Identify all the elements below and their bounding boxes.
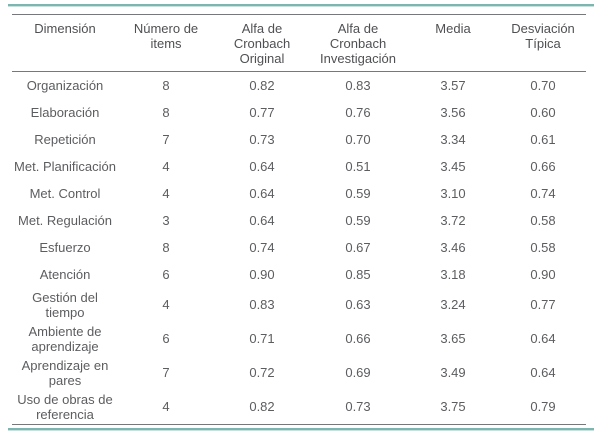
cell-num-items: 3: [162, 212, 170, 228]
cell-media: 3.10: [440, 185, 466, 201]
table-row: Repetición 7 0.73 0.70 3.34 0.61: [12, 126, 586, 153]
cell-num-items: 7: [162, 365, 170, 380]
cell-num-items: 4: [162, 297, 170, 312]
cell-num-items: 6: [162, 266, 170, 282]
cell-alfa-investigacion: 0.67: [345, 239, 371, 255]
cell-dimension: Aprendizaje en pares: [21, 357, 109, 388]
header-desviacion: Desviación Típica: [511, 21, 575, 51]
cell-desviacion: 0.58: [530, 212, 556, 228]
cell-alfa-investigacion: 0.70: [345, 131, 371, 147]
cell-desviacion: 0.90: [530, 266, 556, 282]
cell-alfa-investigacion: 0.51: [345, 158, 371, 174]
cell-dimension: Met. Control: [29, 185, 101, 201]
cell-num-items: 4: [162, 158, 170, 174]
header-num-items: Número de items: [133, 21, 199, 51]
cronbach-stats-table: Dimensión Número de items Alfa de Cronba…: [12, 14, 586, 425]
cell-media: 3.65: [440, 331, 466, 346]
cell-media: 3.57: [440, 77, 466, 93]
cell-alfa-original: 0.73: [249, 131, 275, 147]
cell-num-items: 4: [162, 185, 170, 201]
cell-alfa-original: 0.82: [249, 399, 275, 414]
cell-dimension: Met. Planificación: [14, 158, 116, 174]
cell-num-items: 7: [162, 131, 170, 147]
header-dimension: Dimensión: [34, 21, 96, 36]
table-row: Met. Regulación 3 0.64 0.59 3.72 0.58: [12, 207, 586, 234]
cell-alfa-original: 0.64: [249, 212, 275, 228]
table-row: Gestión del tiempo 4 0.83 0.63 3.24 0.77: [12, 288, 586, 322]
cell-num-items: 6: [162, 331, 170, 346]
cell-desviacion: 0.70: [530, 77, 556, 93]
cell-desviacion: 0.58: [530, 239, 556, 255]
cell-alfa-investigacion: 0.59: [345, 185, 371, 201]
cell-media: 3.18: [440, 266, 466, 282]
cell-alfa-original: 0.64: [249, 185, 275, 201]
cell-media: 3.75: [440, 399, 466, 414]
header-row: Dimensión Número de items Alfa de Cronba…: [12, 14, 586, 72]
cell-alfa-investigacion: 0.76: [345, 104, 371, 120]
cell-num-items: 4: [162, 399, 170, 414]
cell-alfa-investigacion: 0.59: [345, 212, 371, 228]
cell-desviacion: 0.60: [530, 104, 556, 120]
cell-alfa-original: 0.71: [249, 331, 275, 346]
cell-dimension: Ambiente de aprendizaje: [28, 323, 102, 354]
table-row: Organización 8 0.82 0.83 3.57 0.70: [12, 72, 586, 99]
table-row: Elaboración 8 0.77 0.76 3.56 0.60: [12, 99, 586, 126]
table-row: Uso de obras de referencia 4 0.82 0.73 3…: [12, 390, 586, 425]
table-row: Ambiente de aprendizaje 6 0.71 0.66 3.65…: [12, 322, 586, 356]
cell-dimension: Met. Regulación: [18, 212, 112, 228]
cell-num-items: 8: [162, 77, 170, 93]
cell-alfa-original: 0.82: [249, 77, 275, 93]
table-row: Esfuerzo 8 0.74 0.67 3.46 0.58: [12, 234, 586, 261]
cell-alfa-investigacion: 0.83: [345, 77, 371, 93]
cell-alfa-investigacion: 0.66: [345, 331, 371, 346]
header-alfa-original: Alfa de Cronbach Original: [233, 21, 291, 66]
cell-alfa-original: 0.77: [249, 104, 275, 120]
cell-media: 3.45: [440, 158, 466, 174]
cell-desviacion: 0.79: [530, 399, 556, 414]
header-media: Media: [435, 21, 471, 36]
cell-alfa-investigacion: 0.73: [345, 399, 371, 414]
cell-desviacion: 0.77: [530, 297, 556, 312]
cell-alfa-original: 0.74: [249, 239, 275, 255]
header-alfa-investigacion: Alfa de Cronbach Investigación: [320, 21, 396, 66]
cell-alfa-original: 0.83: [249, 297, 275, 312]
cell-alfa-investigacion: 0.63: [345, 297, 371, 312]
cell-dimension: Organización: [26, 77, 104, 93]
cell-media: 3.24: [440, 297, 466, 312]
cell-media: 3.56: [440, 104, 466, 120]
cell-desviacion: 0.64: [530, 331, 556, 346]
table-row: Met. Control 4 0.64 0.59 3.10 0.74: [12, 180, 586, 207]
top-accent-rule: [8, 4, 594, 7]
cell-dimension: Atención: [39, 266, 91, 282]
cell-desviacion: 0.74: [530, 185, 556, 201]
cell-desviacion: 0.61: [530, 131, 556, 147]
cell-alfa-original: 0.64: [249, 158, 275, 174]
cell-media: 3.72: [440, 212, 466, 228]
cell-alfa-original: 0.90: [249, 266, 275, 282]
table-row: Aprendizaje en pares 7 0.72 0.69 3.49 0.…: [12, 356, 586, 390]
cell-dimension: Gestión del tiempo: [32, 289, 98, 320]
cell-media: 3.34: [440, 131, 466, 147]
bottom-accent-rule: [8, 428, 594, 431]
cell-desviacion: 0.64: [530, 365, 556, 380]
table-row: Met. Planificación 4 0.64 0.51 3.45 0.66: [12, 153, 586, 180]
cell-num-items: 8: [162, 239, 170, 255]
cell-media: 3.49: [440, 365, 466, 380]
cell-desviacion: 0.66: [530, 158, 556, 174]
cell-dimension: Uso de obras de referencia: [17, 391, 113, 422]
cell-dimension: Esfuerzo: [39, 239, 91, 255]
cell-dimension: Repetición: [34, 131, 96, 147]
cell-alfa-investigacion: 0.85: [345, 266, 371, 282]
cell-num-items: 8: [162, 104, 170, 120]
cell-alfa-investigacion: 0.69: [345, 365, 371, 380]
cell-media: 3.46: [440, 239, 466, 255]
table-row: Atención 6 0.90 0.85 3.18 0.90: [12, 261, 586, 288]
cell-alfa-original: 0.72: [249, 365, 275, 380]
cell-dimension: Elaboración: [30, 104, 100, 120]
